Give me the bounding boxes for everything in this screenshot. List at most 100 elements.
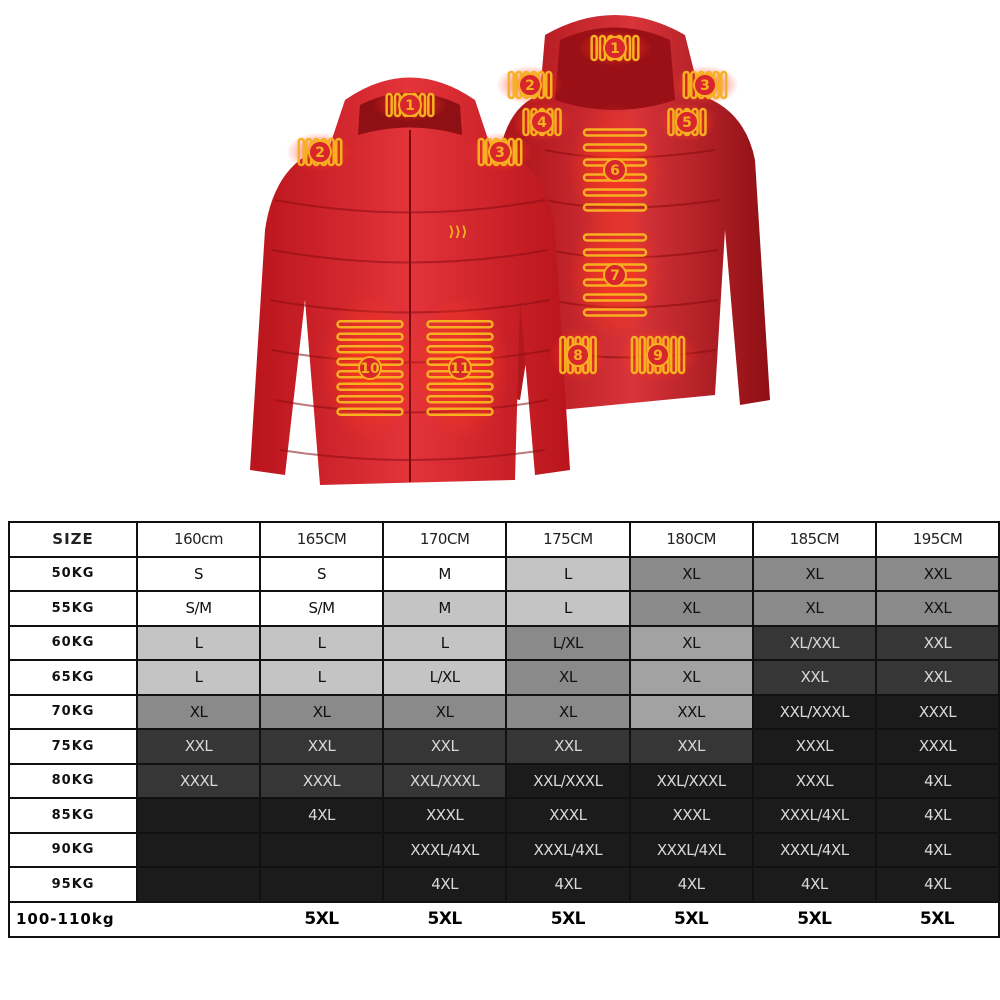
size-cell: L [136, 624, 262, 661]
size-cell: XXL [628, 693, 754, 730]
height-header: 185CM [751, 521, 878, 558]
heating-zone-front: 1 [372, 88, 448, 122]
size-cell: XL/XXL [751, 624, 878, 661]
heating-zone-front: 11 [411, 293, 509, 443]
size-cell: XL [505, 659, 631, 696]
table-row: 95KG 4XL 4XL 4XL 4XL 4XL [7, 866, 1000, 903]
size-cell: S [259, 555, 384, 592]
heating-zone-back: 5 [657, 102, 717, 142]
size-cell: 5XL [260, 900, 383, 938]
size-cell: XL [751, 590, 878, 627]
weight-label: 85KG [7, 797, 139, 834]
size-cell: L [505, 555, 631, 592]
table-row: 80KG XXXL XXXL XXL/XXXL XXL/XXXL XXL/XXXL XXXL… [7, 762, 1000, 799]
heating-zone-back: 9 [616, 328, 700, 382]
size-cell: XXL [136, 728, 262, 765]
table-row: 75KG XXL XXL XXL XXL XXL XXXL XXXL [7, 728, 1000, 765]
size-cell [136, 866, 262, 903]
size-cell: XL [628, 624, 754, 661]
size-cell: 4XL [628, 866, 754, 903]
heating-zone-front: 10 [321, 293, 419, 443]
size-cell: XXL/XXXL [628, 762, 754, 799]
size-cell: L [136, 659, 262, 696]
weight-label: 50KG [7, 555, 139, 592]
zone-number: 3 [495, 145, 505, 161]
heating-zone-back: 7 [568, 207, 662, 343]
size-cell: XXXL [259, 762, 384, 799]
height-header: 175CM [505, 521, 631, 558]
zone-number: 1 [610, 41, 620, 57]
size-cell: S/M [136, 590, 262, 627]
size-cell: XXL [875, 659, 1000, 696]
size-cell: XXL [751, 659, 878, 696]
heating-zone-back: 8 [549, 328, 607, 382]
size-cell: 5XL [629, 900, 753, 938]
zone-number: 3 [700, 78, 710, 94]
size-cell: XXL [381, 728, 508, 765]
weight-label: 60KG [7, 624, 139, 661]
heating-zone-back: 1 [577, 30, 653, 66]
size-cell: 5XL [506, 900, 630, 938]
weight-label: 70KG [7, 693, 139, 730]
zone-number: 1 [405, 98, 415, 114]
table-row: 60KG L L L L/XL XL XL/XXL XXL [7, 624, 1000, 661]
size-cell: 5XL [752, 900, 876, 938]
size-cell: XL [136, 693, 262, 730]
size-cell: L/XL [381, 659, 508, 696]
size-cell: XXXL [381, 797, 508, 834]
size-cell [259, 831, 384, 868]
size-cell: 4XL [875, 762, 1000, 799]
table-row-heavy: 100-110kg 5XL 5XL 5XL 5XL 5XL 5XL [7, 900, 1000, 938]
zone-number: 6 [610, 163, 620, 179]
size-cell: XXXL/4XL [751, 831, 878, 868]
zone-number: 2 [315, 145, 325, 161]
weight-label: 100-110kg [7, 900, 138, 938]
size-cell [136, 831, 262, 868]
heating-zone-back: 6 [568, 102, 662, 238]
heating-zone-back: 2 [496, 65, 564, 105]
weight-label: 65KG [7, 659, 139, 696]
size-chart-table: SIZE 160cm 165CM 170CM 175CM 180CM 185CM 195CM 5… [7, 521, 1000, 938]
size-cell: XXL/XXXL [505, 762, 631, 799]
zone-number: 10 [360, 361, 380, 377]
size-cell [259, 866, 384, 903]
size-cell: XL [259, 693, 384, 730]
size-cell: 4XL [259, 797, 384, 834]
size-cell: 5XL [383, 900, 507, 938]
table-row: 50KG S S M L XL XL XXL [7, 555, 1000, 592]
svg-text:⟩⟩⟩: ⟩⟩⟩ [448, 224, 467, 240]
weight-label: 95KG [7, 866, 139, 903]
size-cell: XXL [259, 728, 384, 765]
height-header: 170CM [381, 521, 508, 558]
size-cell: XXL [875, 555, 1000, 592]
zone-number: 2 [525, 78, 535, 94]
table-row: 55KG S/M S/M M L XL XL XXL [7, 590, 1000, 627]
heating-zone-back: 4 [512, 102, 572, 142]
size-cell: L/XL [505, 624, 631, 661]
size-cell: S/M [259, 590, 384, 627]
zone-number: 5 [682, 115, 692, 131]
corner-label: SIZE [7, 521, 139, 558]
size-cell [136, 797, 262, 834]
zone-number: 8 [573, 348, 583, 364]
size-cell: XXL [875, 590, 1000, 627]
size-cell: L [259, 659, 384, 696]
size-cell: XXL [505, 728, 631, 765]
size-cell: 4XL [751, 866, 878, 903]
size-cell: L [259, 624, 384, 661]
weight-label: 55KG [7, 590, 139, 627]
size-cell: M [381, 590, 508, 627]
size-cell: 4XL [505, 866, 631, 903]
zone-number: 11 [450, 361, 469, 377]
size-cell: XL [628, 590, 754, 627]
height-header: 180CM [628, 521, 754, 558]
heating-zone-front: 3 [466, 132, 534, 172]
size-cell: XXXL/4XL [381, 831, 508, 868]
height-header: 195CM [875, 521, 1000, 558]
size-cell: XXXL [751, 728, 878, 765]
heating-zone-front: 2 [286, 132, 354, 172]
size-cell: XL [505, 693, 631, 730]
zone-number: 9 [653, 348, 663, 364]
size-cell: S [136, 555, 262, 592]
